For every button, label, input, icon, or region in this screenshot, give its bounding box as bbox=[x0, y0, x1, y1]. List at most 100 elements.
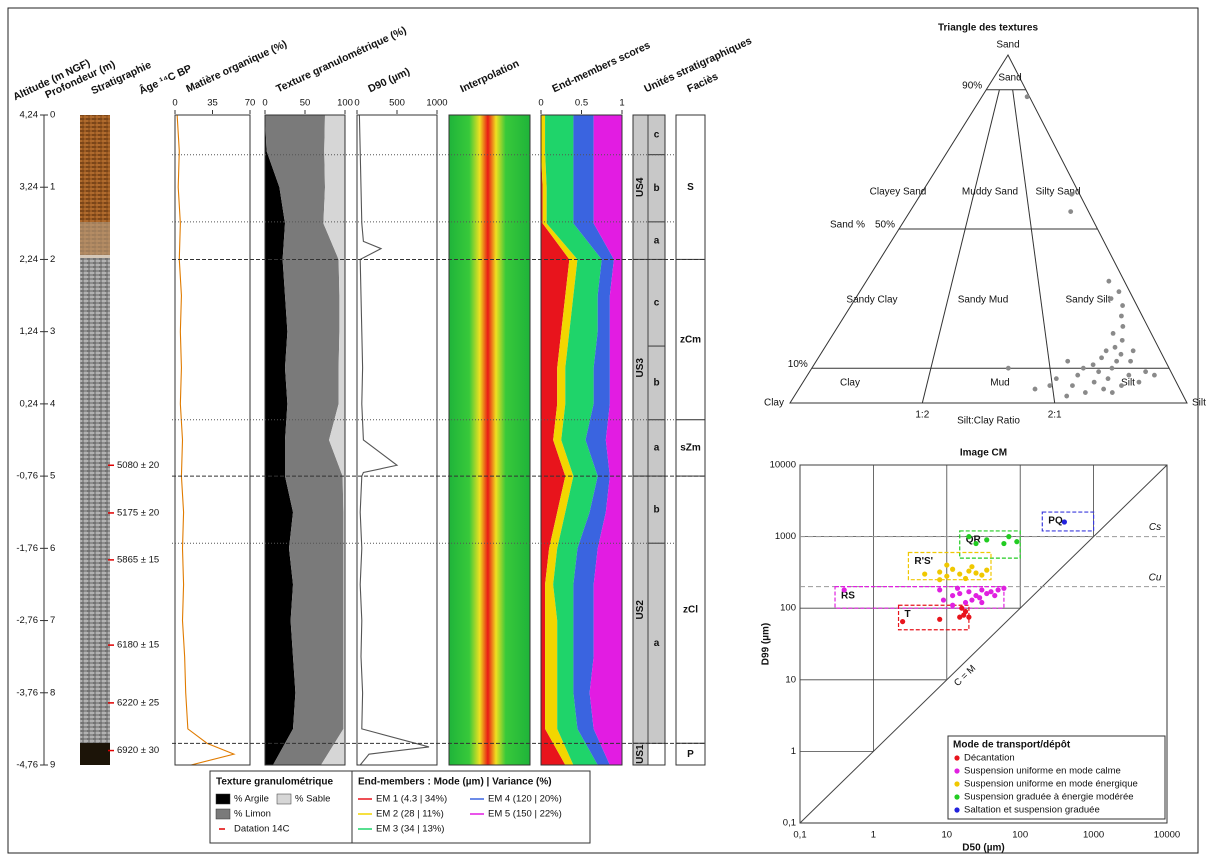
point bbox=[995, 587, 1001, 593]
point bbox=[962, 575, 969, 582]
altitude-tick-label: 1,24 bbox=[20, 326, 39, 337]
unit-label: US2 bbox=[635, 600, 646, 620]
altitude-tick-label: 2,24 bbox=[20, 254, 39, 265]
stacked-area bbox=[541, 115, 578, 765]
unit-label: US1 bbox=[635, 744, 646, 764]
depth-tick-label: 3 bbox=[50, 326, 55, 337]
depth-tick-label: 7 bbox=[50, 615, 55, 626]
point bbox=[959, 605, 965, 611]
subunit-label: b bbox=[653, 183, 659, 194]
x-tick-label: 100 bbox=[337, 98, 353, 109]
legend-label: EM 5 (150 | 22%) bbox=[488, 809, 562, 820]
point bbox=[1001, 540, 1007, 547]
altitude-tick-label: 4,24 bbox=[20, 110, 39, 121]
y-tick-label: 10000 bbox=[770, 460, 796, 471]
unit-label: US3 bbox=[635, 358, 646, 378]
region-label: Sandy Clay bbox=[846, 295, 897, 306]
panel-frame bbox=[448, 114, 531, 766]
sample-point bbox=[1105, 376, 1111, 382]
panel-frame bbox=[675, 114, 706, 766]
sample-point bbox=[1118, 351, 1124, 357]
panel-frame bbox=[356, 114, 438, 766]
legend-label: % Argile bbox=[234, 794, 269, 805]
x-tick-label: 1000 bbox=[1083, 830, 1104, 841]
sample-point bbox=[1114, 358, 1120, 364]
zone-box bbox=[1041, 511, 1095, 532]
subunit-label: c bbox=[654, 130, 660, 141]
strat-column-middle bbox=[80, 258, 110, 743]
point bbox=[962, 608, 969, 615]
zone-box bbox=[959, 530, 1021, 559]
legend-marker bbox=[954, 781, 960, 787]
sample-point bbox=[1024, 94, 1030, 100]
zone-label: PQ bbox=[1048, 516, 1063, 527]
point bbox=[962, 599, 969, 606]
region-label: Sand bbox=[998, 73, 1021, 84]
legend-label: Datation 14C bbox=[234, 824, 290, 835]
legend-label: EM 2 (28 | 11%) bbox=[376, 809, 444, 820]
sample-point bbox=[1112, 344, 1118, 350]
point bbox=[992, 592, 998, 599]
point bbox=[937, 616, 943, 622]
chart-title: Image CM bbox=[960, 448, 1007, 459]
point bbox=[984, 567, 990, 573]
date-label: 6920 ± 30 bbox=[117, 745, 159, 756]
subunit-label: c bbox=[654, 297, 660, 308]
diagonal bbox=[799, 464, 1168, 824]
sample-point bbox=[1136, 379, 1142, 385]
point bbox=[984, 590, 990, 597]
panel-frame bbox=[174, 114, 251, 766]
subunit-label: a bbox=[654, 443, 660, 454]
point bbox=[988, 589, 994, 595]
sample-point bbox=[1101, 386, 1107, 392]
sample-point bbox=[1068, 209, 1074, 215]
sample-point bbox=[1099, 355, 1104, 361]
panel-title: Interpolation bbox=[458, 57, 521, 95]
unit-label: P bbox=[687, 749, 694, 760]
subunit-label: b bbox=[653, 378, 659, 389]
point bbox=[966, 614, 972, 620]
unit-label: zCm bbox=[680, 334, 701, 345]
sample-point bbox=[1053, 376, 1059, 382]
sample-point bbox=[1080, 365, 1086, 371]
reference-label: Cs bbox=[1149, 522, 1161, 533]
sample-point bbox=[1110, 331, 1116, 336]
y-tick-label: 1 bbox=[791, 746, 796, 757]
x-tick-label: 70 bbox=[245, 98, 256, 109]
stacked-area bbox=[589, 115, 622, 765]
legend-box bbox=[209, 770, 591, 844]
sample-point bbox=[1143, 369, 1149, 375]
sample-point bbox=[1075, 372, 1081, 378]
zone-label: QR bbox=[966, 535, 982, 546]
sample-point bbox=[1103, 348, 1109, 354]
unit-label: zCl bbox=[683, 604, 698, 615]
axis-label: D99 (µm) bbox=[761, 623, 772, 665]
legend-label: EM 1 (4.3 | 34%) bbox=[376, 794, 447, 805]
x-tick-label: 1 bbox=[619, 98, 624, 109]
x-tick-label: 1 bbox=[871, 830, 876, 841]
legend-swatch bbox=[215, 808, 231, 820]
point bbox=[1014, 539, 1020, 545]
point bbox=[841, 587, 847, 593]
region-label: Sandy Silt bbox=[1065, 295, 1110, 306]
point bbox=[984, 537, 990, 543]
chart-title: Triangle des textures bbox=[938, 23, 1038, 34]
point bbox=[973, 540, 979, 547]
x-tick-label: 0 bbox=[172, 98, 177, 109]
point bbox=[950, 592, 956, 599]
y-tick-label: 10 bbox=[785, 674, 796, 685]
point bbox=[1061, 519, 1067, 525]
ratio-line bbox=[921, 89, 1000, 404]
legend-marker bbox=[954, 755, 960, 761]
sample-point bbox=[1120, 303, 1125, 308]
altitude-tick-label: 0,24 bbox=[20, 398, 39, 409]
point bbox=[950, 602, 956, 608]
region-label: Clayey Sand bbox=[870, 187, 927, 198]
unit-label: sZm bbox=[680, 443, 701, 454]
depth-tick-label: 5 bbox=[50, 471, 55, 482]
unit-box bbox=[675, 419, 706, 477]
zone-box bbox=[897, 604, 970, 631]
legend-label: Suspension uniforme en mode calme bbox=[964, 766, 1121, 777]
y-tick-label: 1000 bbox=[775, 531, 796, 542]
sample-point bbox=[1108, 296, 1114, 301]
